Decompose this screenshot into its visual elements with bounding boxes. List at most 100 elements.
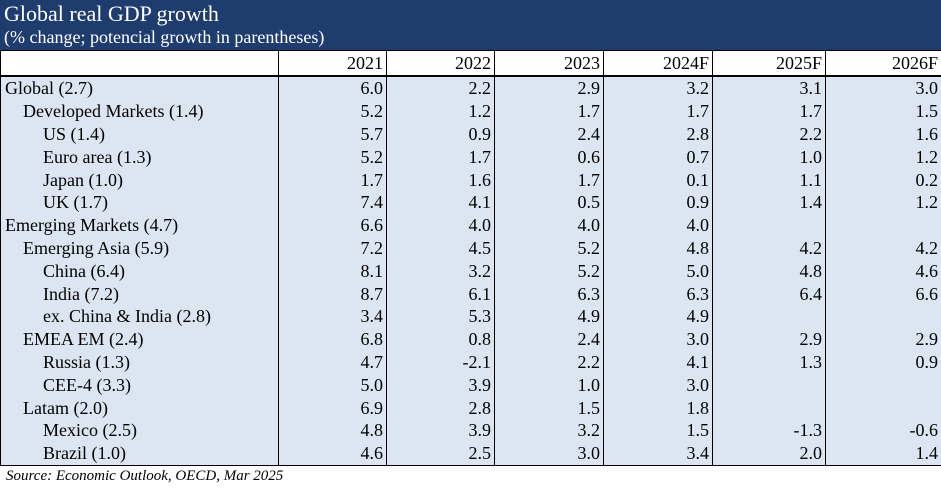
value-cell-2023: 5.2 xyxy=(494,259,604,283)
column-header-2023: 2023 xyxy=(494,50,604,77)
value-cell-2022: 4.1 xyxy=(386,190,495,214)
table-row: CEE-4 (3.3) 5.0 3.9 1.0 3.0 xyxy=(0,373,941,397)
row-label: India (7.2) xyxy=(0,282,279,305)
value-cell-2024f: 1.5 xyxy=(603,418,713,442)
value-cell-2026f: 2.9 xyxy=(825,327,941,351)
value-cell-2021: 7.4 xyxy=(278,190,387,214)
value-cell-2021: 3.4 xyxy=(278,304,387,328)
value-cell-2025f xyxy=(712,213,826,237)
value-cell-2025f xyxy=(712,304,826,328)
value-cell-2023: 2.9 xyxy=(494,75,604,100)
value-cell-2024f: 4.9 xyxy=(603,304,713,328)
value-cell-2021: 7.2 xyxy=(278,236,387,260)
value-cell-2026f xyxy=(825,213,941,237)
row-label: Emerging Asia (5.9) xyxy=(0,236,279,260)
value-cell-2025f: 4.2 xyxy=(712,236,826,260)
value-cell-2022: 1.6 xyxy=(386,168,495,191)
value-cell-2026f: 4.2 xyxy=(825,236,941,260)
value-cell-2022: 1.2 xyxy=(386,99,495,123)
table-row: UK (1.7) 7.4 4.1 0.5 0.9 1.4 1.2 xyxy=(0,190,941,214)
value-cell-2025f: 1.3 xyxy=(712,350,826,374)
value-cell-2023: 1.5 xyxy=(494,396,604,419)
value-cell-2023: 5.2 xyxy=(494,236,604,260)
value-cell-2025f: 2.0 xyxy=(712,441,826,466)
value-cell-2022: 2.2 xyxy=(386,75,495,100)
value-cell-2021: 6.8 xyxy=(278,327,387,351)
value-cell-2022: 0.9 xyxy=(386,122,495,146)
value-cell-2023: 1.7 xyxy=(494,99,604,123)
value-cell-2022: 6.1 xyxy=(386,282,495,305)
value-cell-2026f xyxy=(825,396,941,419)
row-label: Euro area (1.3) xyxy=(0,145,279,169)
table-row: Brazil (1.0) 4.6 2.5 3.0 3.4 2.0 1.4 xyxy=(0,441,941,466)
value-cell-2024f: 1.7 xyxy=(603,99,713,123)
value-cell-2022: 3.9 xyxy=(386,373,495,397)
value-cell-2024f: 1.8 xyxy=(603,396,713,419)
value-cell-2023: 4.0 xyxy=(494,213,604,237)
value-cell-2022: -2.1 xyxy=(386,350,495,374)
table-row: India (7.2) 8.7 6.1 6.3 6.3 6.4 6.6 xyxy=(0,282,941,305)
value-cell-2024f: 3.4 xyxy=(603,441,713,466)
table-row: Developed Markets (1.4) 5.2 1.2 1.7 1.7 1.7 1.… xyxy=(0,99,941,123)
value-cell-2021: 6.9 xyxy=(278,396,387,419)
value-cell-2024f: 0.1 xyxy=(603,168,713,191)
value-cell-2023: 3.2 xyxy=(494,418,604,442)
column-header-2022: 2022 xyxy=(386,50,495,77)
value-cell-2026f: 0.9 xyxy=(825,350,941,374)
value-cell-2026f: 6.6 xyxy=(825,282,941,305)
value-cell-2026f xyxy=(825,373,941,397)
value-cell-2026f: 1.6 xyxy=(825,122,941,146)
table-body: Global (2.7) 6.0 2.2 2.9 3.2 3.1 3.0 Developed … xyxy=(0,75,941,466)
value-cell-2021: 5.7 xyxy=(278,122,387,146)
value-cell-2022: 3.2 xyxy=(386,259,495,283)
value-cell-2021: 8.1 xyxy=(278,259,387,283)
column-header-2024f: 2024F xyxy=(603,50,713,77)
column-header-2026f: 2026F xyxy=(825,50,941,77)
row-label: Mexico (2.5) xyxy=(0,418,279,442)
value-cell-2025f: -1.3 xyxy=(712,418,826,442)
value-cell-2024f: 4.0 xyxy=(603,213,713,237)
value-cell-2025f: 1.1 xyxy=(712,168,826,191)
value-cell-2025f: 4.8 xyxy=(712,259,826,283)
table-subtitle: (% change; potencial growth in parenthes… xyxy=(4,27,325,47)
table-title: Global real GDP growth xyxy=(4,1,219,26)
value-cell-2026f: -0.6 xyxy=(825,418,941,442)
table-row: US (1.4) 5.7 0.9 2.4 2.8 2.2 1.6 xyxy=(0,122,941,146)
table-row: Euro area (1.3) 5.2 1.7 0.6 0.7 1.0 1.2 xyxy=(0,145,941,169)
table-row: EMEA EM (2.4) 6.8 0.8 2.4 3.0 2.9 2.9 xyxy=(0,327,941,351)
value-cell-2023: 3.0 xyxy=(494,441,604,466)
value-cell-2026f: 1.4 xyxy=(825,441,941,466)
title-banner: Global real GDP growth (% change; potenc… xyxy=(0,0,941,50)
value-cell-2023: 2.4 xyxy=(494,327,604,351)
value-cell-2022: 4.5 xyxy=(386,236,495,260)
row-label: Russia (1.3) xyxy=(0,350,279,374)
value-cell-2024f: 6.3 xyxy=(603,282,713,305)
value-cell-2025f: 1.4 xyxy=(712,190,826,214)
value-cell-2023: 1.0 xyxy=(494,373,604,397)
value-cell-2024f: 4.1 xyxy=(603,350,713,374)
value-cell-2023: 2.4 xyxy=(494,122,604,146)
value-cell-2022: 0.8 xyxy=(386,327,495,351)
value-cell-2022: 2.8 xyxy=(386,396,495,419)
row-label: EMEA EM (2.4) xyxy=(0,327,279,351)
value-cell-2023: 1.7 xyxy=(494,168,604,191)
value-cell-2022: 2.5 xyxy=(386,441,495,466)
value-cell-2025f: 2.9 xyxy=(712,327,826,351)
value-cell-2021: 5.0 xyxy=(278,373,387,397)
row-label: Latam (2.0) xyxy=(0,396,279,419)
value-cell-2024f: 3.0 xyxy=(603,327,713,351)
row-label: US (1.4) xyxy=(0,122,279,146)
value-cell-2026f: 4.6 xyxy=(825,259,941,283)
column-header-2025f: 2025F xyxy=(712,50,826,77)
column-header-label xyxy=(0,50,279,77)
row-label: China (6.4) xyxy=(0,259,279,283)
row-label: Brazil (1.0) xyxy=(0,441,279,466)
value-cell-2022: 5.3 xyxy=(386,304,495,328)
row-label: CEE-4 (3.3) xyxy=(0,373,279,397)
value-cell-2025f xyxy=(712,396,826,419)
table-row: Latam (2.0) 6.9 2.8 1.5 1.8 xyxy=(0,396,941,419)
value-cell-2025f: 2.2 xyxy=(712,122,826,146)
table-row: Mexico (2.5) 4.8 3.9 3.2 1.5 -1.3 -0.6 xyxy=(0,418,941,442)
value-cell-2024f: 3.0 xyxy=(603,373,713,397)
